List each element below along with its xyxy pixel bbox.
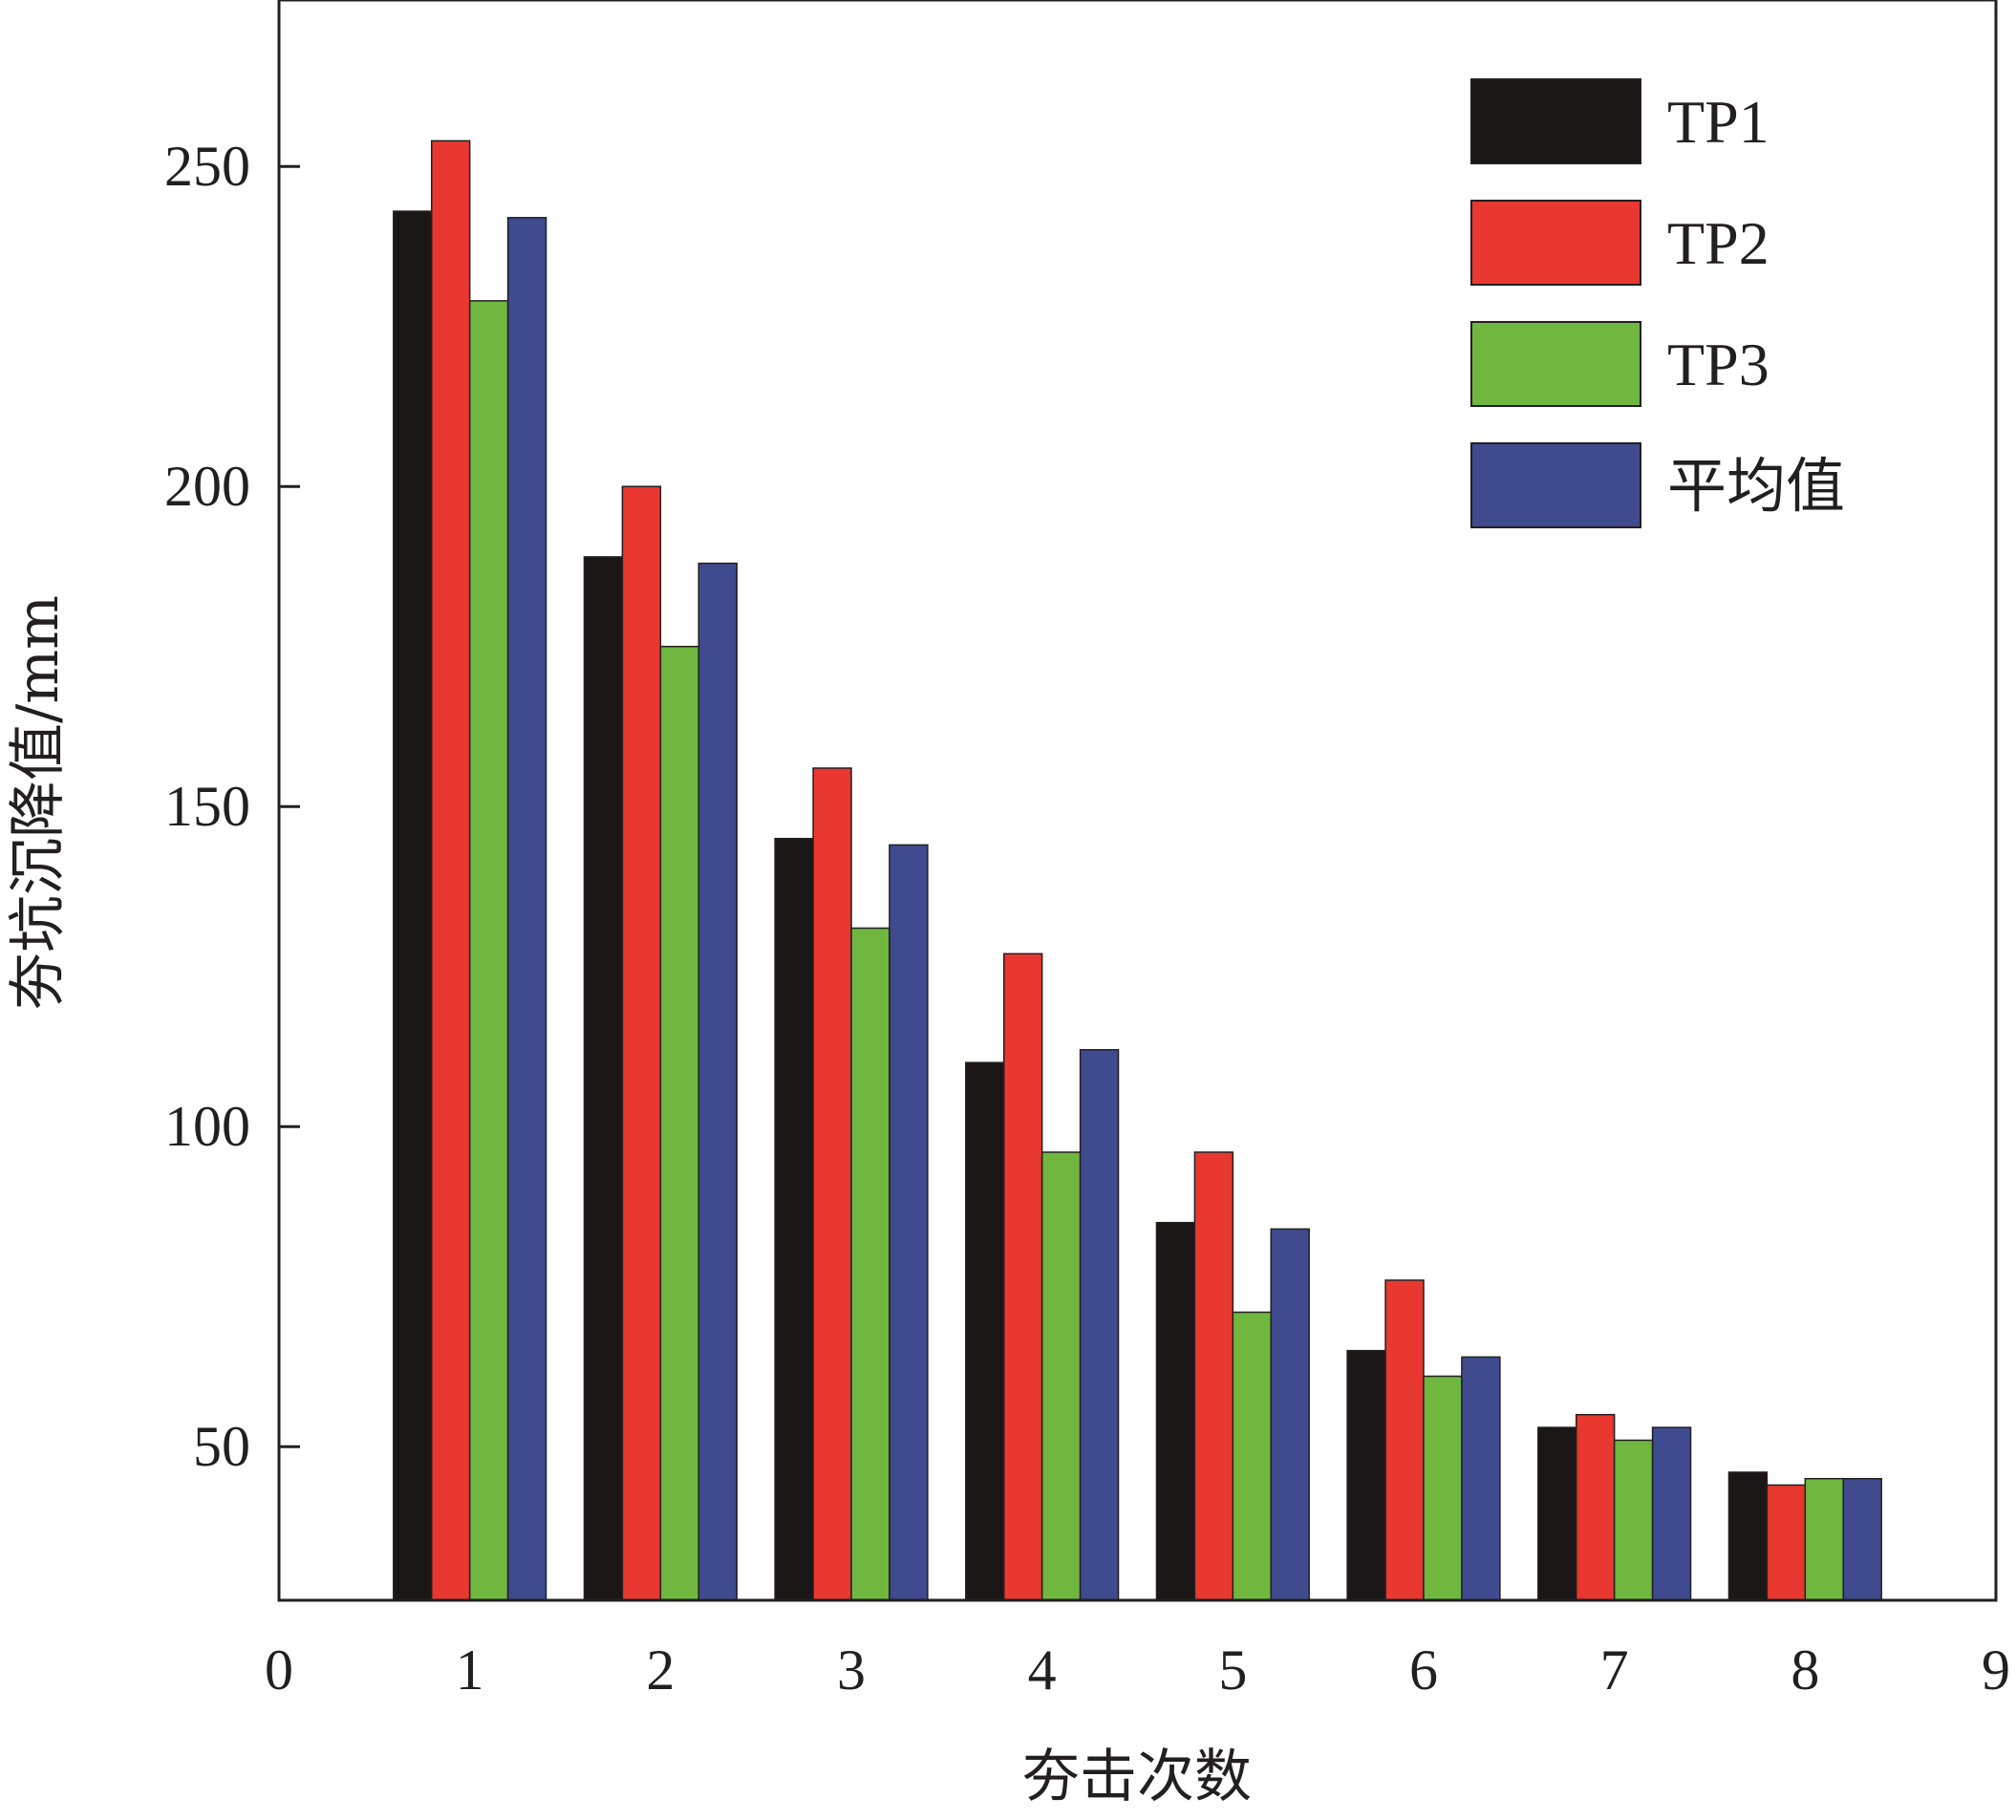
bar-TP1-7 [1537,1426,1577,1601]
x-tick-label: 5 [1218,1638,1247,1702]
bar-TP3-5 [1232,1311,1273,1601]
bar-TP3-6 [1423,1375,1463,1601]
bar-平均值-4 [1079,1049,1120,1601]
bar-TP2-4 [1002,953,1043,1601]
x-tick-label: 3 [837,1638,866,1702]
bar-TP3-7 [1613,1439,1654,1601]
bar-TP3-2 [659,645,700,1601]
legend: TP1 TP2 TP3 平均值 [1470,78,1845,528]
bar-平均值-2 [697,562,738,1601]
legend-swatch-TP1 [1470,78,1641,164]
bar-TP1-1 [393,210,433,1601]
bar-TP3-1 [468,300,509,1601]
bar-平均值-1 [506,217,547,1601]
bar-TP3-8 [1804,1477,1845,1601]
bars-group [393,139,1882,1601]
bar-TP1-8 [1727,1471,1769,1601]
legend-label-TP1: TP1 [1667,88,1769,156]
bar-平均值-8 [1842,1477,1882,1601]
y-tick-label: 250 [164,135,250,198]
x-tick-label: 2 [646,1638,675,1702]
bar-TP3-4 [1040,1151,1082,1601]
bar-TP3-3 [850,927,890,1601]
bar-平均值-5 [1270,1228,1310,1601]
x-tick-label: 1 [456,1638,484,1702]
bar-平均值-3 [889,844,929,1601]
x-axis-title: 夯击次数 [1022,1744,1252,1810]
bar-TP1-4 [965,1061,1005,1601]
x-tick-label: 7 [1600,1638,1629,1702]
x-tick-label: 0 [265,1638,293,1702]
bar-TP2-2 [621,485,662,1601]
y-axis-ticks: 50 100 150 200 250 [164,135,300,1478]
bar-TP2-1 [430,139,471,1601]
legend-swatch-TP2 [1470,200,1641,286]
y-tick-label: 50 [193,1415,250,1478]
legend-label-平均值: 平均值 [1667,451,1845,521]
legend-label-TP3: TP3 [1667,331,1769,398]
x-tick-label: 9 [1982,1638,2010,1702]
bar-TP1-5 [1155,1221,1196,1601]
bar-TP2-8 [1766,1484,1807,1601]
x-tick-label: 4 [1028,1638,1057,1702]
bar-TP2-5 [1193,1151,1234,1601]
y-axis-title: 夯坑沉降值/mm [5,595,72,1010]
bar-平均值-6 [1461,1356,1501,1601]
x-tick-label: 6 [1409,1638,1438,1702]
bar-TP1-2 [583,556,624,1601]
plot-frame [277,0,1998,1602]
y-tick-label: 150 [164,775,250,838]
bar-TP2-7 [1575,1413,1616,1601]
x-axis-ticks: 0 1 2 3 4 5 6 7 8 9 [265,1638,2010,1702]
bar-TP2-3 [812,767,852,1601]
x-tick-label: 8 [1791,1638,1819,1702]
bar-平均值-7 [1651,1426,1692,1601]
legend-swatch-平均值 [1470,442,1641,528]
legend-swatch-TP3 [1470,321,1641,407]
bar-TP1-3 [774,837,814,1601]
y-tick-label: 100 [164,1095,250,1158]
bar-TP1-6 [1346,1349,1386,1601]
bar-TP2-6 [1384,1279,1425,1601]
y-tick-label: 200 [164,455,250,518]
legend-label-TP2: TP2 [1667,209,1769,277]
